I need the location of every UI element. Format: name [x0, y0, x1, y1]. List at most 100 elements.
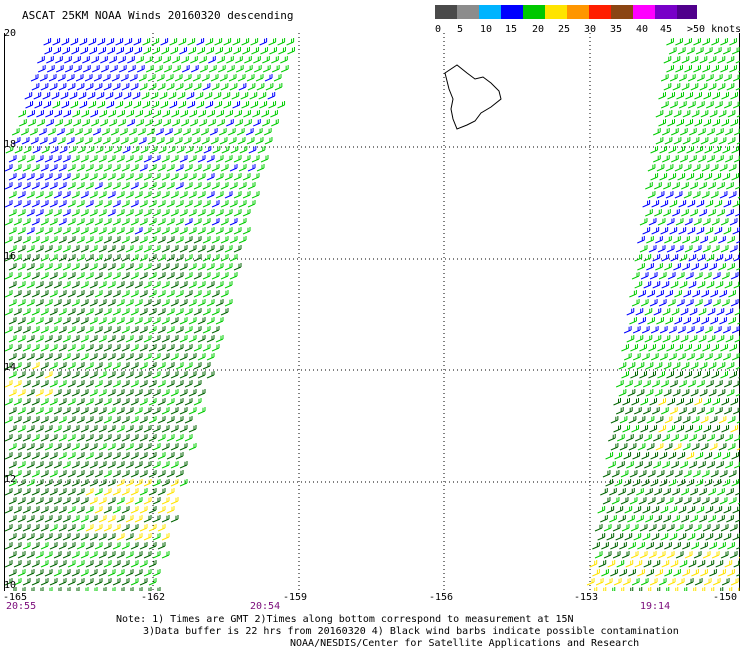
wind-barb	[130, 452, 139, 460]
wind-barb	[111, 137, 120, 145]
wind-barb	[197, 263, 206, 271]
wind-barb	[628, 542, 636, 550]
wind-barb	[215, 173, 224, 181]
wind-barb	[17, 443, 26, 451]
wind-barb	[637, 542, 645, 550]
wind-barb	[94, 308, 103, 316]
wind-barb	[5, 524, 13, 532]
wind-barb	[682, 137, 691, 145]
wind-barb	[179, 281, 188, 289]
wind-barb	[218, 128, 227, 136]
wind-barb	[136, 65, 145, 73]
wind-barb	[98, 371, 107, 379]
wind-barb	[639, 587, 643, 591]
wind-barb	[130, 362, 139, 370]
wind-barb	[271, 119, 279, 127]
wind-barb	[592, 569, 600, 577]
wind-barb	[725, 155, 733, 163]
wind-barb	[172, 65, 181, 73]
wind-barb	[618, 389, 627, 397]
wind-barb	[125, 47, 133, 55]
wind-barb	[94, 344, 103, 352]
wind-barb	[179, 47, 187, 55]
wind-barb	[8, 317, 17, 325]
wind-barb	[719, 191, 728, 199]
wind-barb	[107, 533, 116, 541]
wind-barb	[148, 542, 157, 550]
wind-barb	[160, 101, 169, 109]
wind-barb	[8, 533, 17, 541]
legend-swatch	[479, 5, 501, 19]
wind-barb	[22, 236, 31, 244]
wind-barb	[649, 272, 658, 280]
wind-barb	[26, 191, 35, 199]
wind-barb	[103, 524, 112, 532]
wind-barb	[256, 164, 265, 172]
wind-barb	[148, 218, 157, 226]
wind-barb	[98, 47, 106, 55]
wind-barb	[687, 506, 696, 514]
wind-barb	[650, 452, 659, 460]
wind-barb	[676, 119, 685, 127]
wind-barb	[199, 65, 208, 73]
wind-barb	[134, 569, 143, 577]
wind-barb	[704, 326, 713, 334]
wind-barb	[646, 443, 655, 451]
wind-barb	[170, 407, 179, 415]
wind-barb	[606, 533, 615, 541]
wind-barb	[184, 200, 193, 208]
wind-barb	[694, 119, 703, 127]
wind-barb	[631, 272, 640, 280]
wind-barb	[130, 578, 139, 586]
wind-barb	[152, 515, 161, 523]
wind-barb	[157, 434, 166, 442]
wind-barb	[103, 308, 112, 316]
wind-barb	[112, 308, 121, 316]
wind-barb	[130, 290, 139, 298]
wind-barb	[62, 299, 71, 307]
wind-barb	[251, 191, 260, 199]
wind-barb	[236, 128, 245, 136]
wind-barb	[635, 308, 644, 316]
wind-barb	[197, 317, 206, 325]
wind-barb	[175, 380, 184, 388]
wind-barb	[62, 497, 71, 505]
wind-barb	[717, 83, 726, 91]
wind-barb	[40, 254, 49, 262]
wind-barb	[223, 101, 232, 109]
wind-barb	[665, 497, 674, 505]
wind-barb	[71, 569, 80, 577]
wind-barb	[663, 209, 671, 217]
wind-barb	[44, 191, 53, 199]
wind-barb	[31, 254, 40, 262]
wind-barb	[67, 254, 76, 262]
wind-barb	[657, 587, 661, 591]
wind-barb	[89, 479, 98, 487]
wind-barb	[701, 290, 709, 298]
wind-barb	[630, 524, 639, 532]
wind-barb	[8, 227, 17, 235]
wind-barb	[175, 308, 184, 316]
wind-barb	[112, 434, 121, 442]
wind-barb	[125, 407, 134, 415]
wind-barb	[247, 182, 256, 190]
wind-barb	[623, 353, 632, 361]
wind-barb	[107, 353, 116, 361]
wind-barb	[612, 551, 621, 559]
wind-barb	[700, 416, 709, 424]
wind-barb	[161, 371, 170, 379]
wind-barb	[22, 560, 31, 568]
wind-barb	[206, 191, 215, 199]
wind-barb	[713, 452, 722, 460]
wind-barb	[695, 479, 704, 487]
wind-barb	[134, 425, 143, 433]
wind-barb	[148, 290, 157, 298]
wind-barb	[139, 236, 148, 244]
wind-barb	[170, 479, 179, 487]
wind-barb	[143, 191, 152, 199]
lon-label-159: -159	[283, 592, 308, 603]
wind-barb	[5, 182, 13, 190]
wind-barb	[229, 200, 238, 208]
wind-barb	[188, 353, 197, 361]
wind-barb	[35, 389, 44, 397]
